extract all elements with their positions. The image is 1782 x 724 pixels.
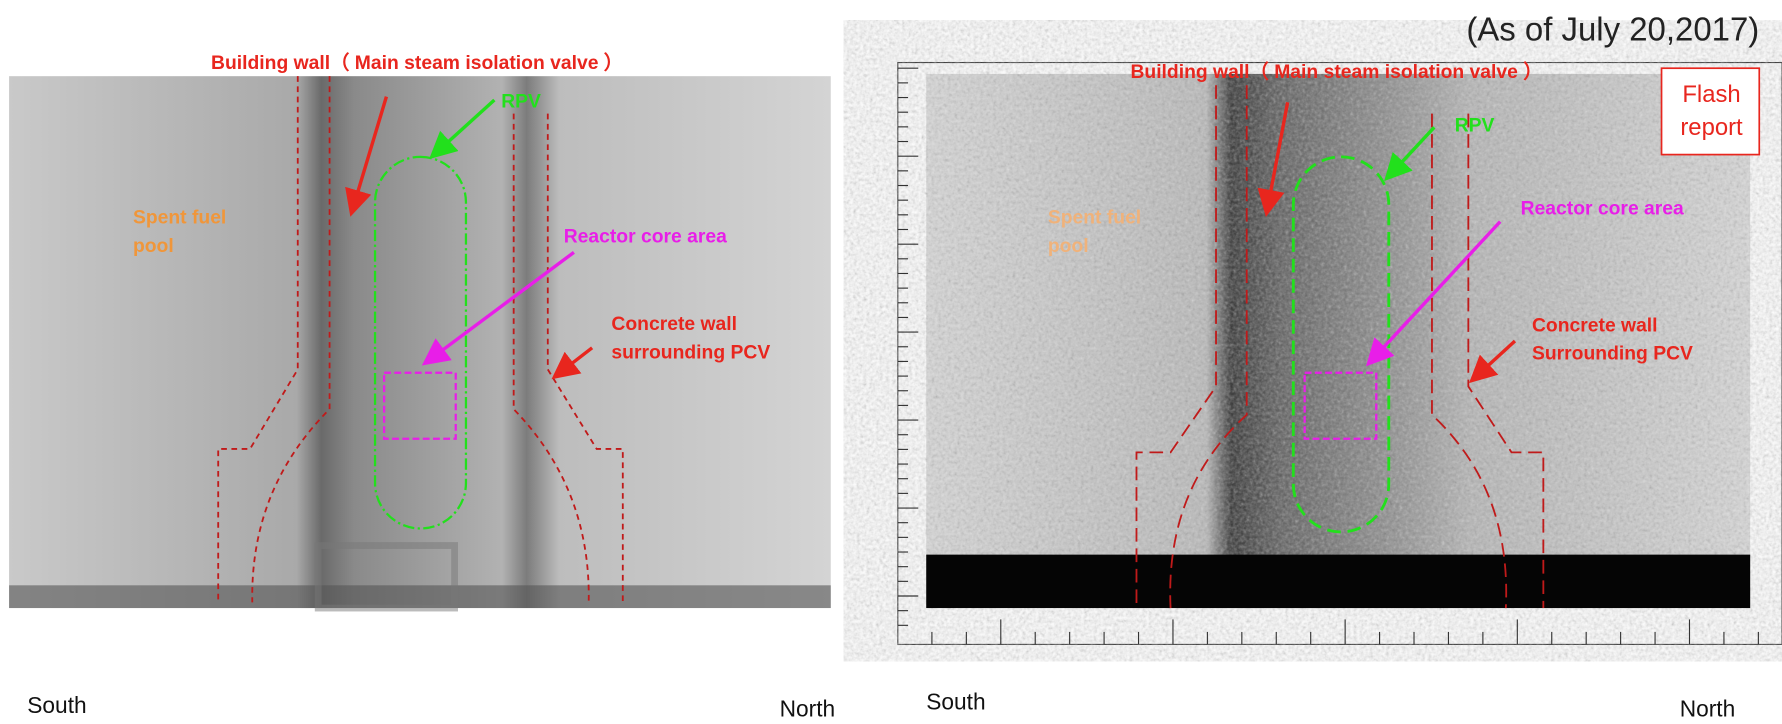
arrow	[429, 98, 496, 160]
label: Reactor core area	[1521, 198, 1684, 219]
direction-label: North	[1680, 695, 1736, 721]
arrow	[345, 96, 389, 217]
wall-outline	[251, 76, 331, 603]
left-panel: Building wall（ Main steam isolation valv…	[9, 51, 836, 721]
arrow	[1384, 126, 1436, 182]
noise	[926, 73, 1751, 609]
label: RPV	[1455, 115, 1495, 136]
flash-report: report	[1680, 114, 1743, 141]
label: Concrete wall	[1532, 315, 1658, 336]
wall-outline	[546, 113, 624, 603]
core-box	[1303, 371, 1378, 440]
label: Spent fuel	[1048, 207, 1141, 228]
ground-band	[926, 554, 1751, 609]
floor-shadow	[9, 585, 831, 609]
wall-outline	[1169, 85, 1248, 609]
simulation-image	[9, 76, 831, 609]
wall-outline	[1467, 113, 1545, 609]
label: Building wall（ Main steam isolation valv…	[211, 51, 623, 74]
structure	[314, 542, 459, 612]
label: pool	[1048, 236, 1089, 257]
flash-report: Flash	[1682, 81, 1740, 108]
label: Spent fuel	[133, 207, 226, 228]
core-box	[382, 371, 457, 440]
right-panel: Flash report Building wall（ Main steam i…	[897, 60, 1782, 721]
rpv-outline	[373, 155, 468, 530]
direction-label: South	[27, 692, 86, 718]
arrow	[551, 346, 594, 380]
direction-label: North	[780, 695, 836, 721]
wall-outline	[217, 76, 299, 603]
label: Building wall（ Main steam isolation valv…	[1130, 60, 1542, 83]
label: Surrounding PCV	[1532, 344, 1693, 365]
wall-outline	[512, 113, 590, 603]
label: pool	[133, 236, 174, 257]
label: Reactor core area	[564, 227, 727, 248]
flash-report-box	[1660, 67, 1761, 156]
label: Concrete wall	[611, 314, 737, 335]
label: RPV	[501, 91, 541, 112]
label: surrounding PCV	[611, 343, 770, 364]
wall-outline	[1135, 85, 1217, 609]
wall-outline	[1431, 113, 1508, 609]
arrow	[421, 250, 575, 366]
arrow	[1468, 339, 1517, 384]
direction-label: South	[926, 689, 985, 715]
date-note: (As of July 20,2017)	[1466, 11, 1759, 48]
arrow	[1365, 220, 1502, 367]
arrow	[1257, 101, 1290, 217]
